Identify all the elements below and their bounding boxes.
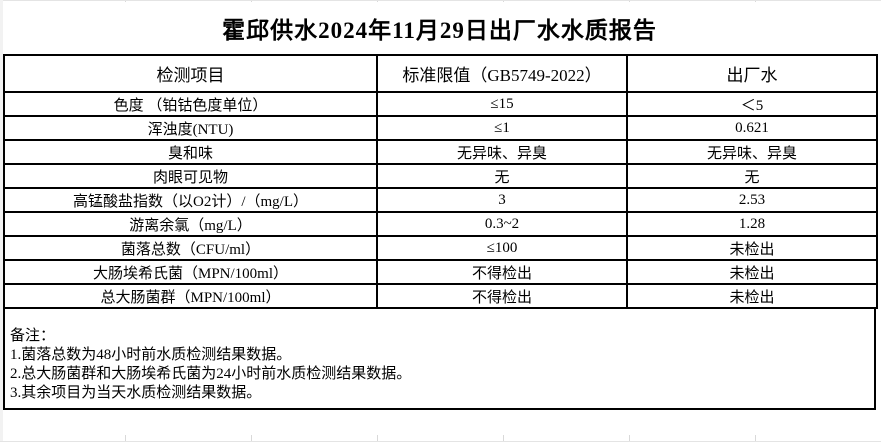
item-cell: 肉眼可见物 <box>3 163 378 189</box>
item-cell: 总大肠菌群（MPN/100ml） <box>3 283 378 309</box>
limit-cell: 无 <box>376 163 628 189</box>
table-row: 大肠埃希氏菌（MPN/100ml） 不得检出 未检出 <box>3 259 878 285</box>
gridline-strip-bottom <box>0 435 881 442</box>
column-header-outgoing-water: 出厂水 <box>626 54 878 93</box>
value-cell: ＜5 <box>626 91 878 117</box>
limit-cell: 不得检出 <box>376 259 628 285</box>
table-row: 总大肠菌群（MPN/100ml） 不得检出 未检出 <box>3 283 878 309</box>
table-body: 色度 （铂钴色度单位） ≤15 ＜5 浑浊度(NTU) ≤1 0.621 臭和味 无异味、异臭… <box>3 91 878 309</box>
item-cell: 浑浊度(NTU) <box>3 115 378 141</box>
value-cell: 1.28 <box>626 211 878 237</box>
table-row: 肉眼可见物无无 <box>3 163 878 189</box>
notes-section: 备注： 1.菌落总数为48小时前水质检测结果数据。 2.总大肠菌群和大肠埃希氏菌为… <box>3 309 876 410</box>
water-quality-report: 霍邱供水2024年11月29日出厂水水质报告 检测项目 标准限值（GB5749-… <box>3 2 878 410</box>
column-header-item: 检测项目 <box>3 54 378 93</box>
value-cell: 无 <box>626 163 878 189</box>
limit-cell: ≤100 <box>376 235 628 261</box>
water-quality-table: 检测项目 标准限值（GB5749-2022） 出厂水 色度 （铂钴色度单位） ≤1… <box>3 54 878 309</box>
limit-cell: 3 <box>376 187 628 213</box>
note-line: 2.总大肠菌群和大肠埃希氏菌为24小时前水质检测结果数据。 <box>10 366 412 382</box>
item-cell: 臭和味 <box>3 139 378 165</box>
value-cell: 未检出 <box>626 259 878 285</box>
limit-cell: ≤15 <box>376 91 628 117</box>
note-line: 1.菌落总数为48小时前水质检测结果数据。 <box>10 347 292 363</box>
table-row: 高锰酸盐指数（以O2计）/（mg/L） 3 2.53 <box>3 187 878 213</box>
limit-cell: 不得检出 <box>376 283 628 309</box>
table-row: 浑浊度(NTU) ≤1 0.621 <box>3 115 878 141</box>
report-title: 霍邱供水2024年11月29日出厂水水质报告 <box>3 2 876 54</box>
limit-cell: ≤1 <box>376 115 628 141</box>
table-row: 臭和味 无异味、异臭 无异味、异臭 <box>3 139 878 165</box>
item-cell: 高锰酸盐指数（以O2计）/（mg/L） <box>3 187 378 213</box>
note-line: 3.其余项目为当天水质检测结果数据。 <box>10 385 262 401</box>
gridline-gutter-left <box>0 0 3 442</box>
gridline-strip-top <box>0 0 881 3</box>
value-cell: 无异味、异臭 <box>626 139 878 165</box>
item-cell: 色度 （铂钴色度单位） <box>3 91 378 117</box>
value-cell: 未检出 <box>626 283 878 309</box>
limit-cell: 0.3~2 <box>376 211 628 237</box>
notes-label: 备注： <box>10 328 56 344</box>
limit-cell: 无异味、异臭 <box>376 139 628 165</box>
item-cell: 大肠埃希氏菌（MPN/100ml） <box>3 259 378 285</box>
value-cell: 2.53 <box>626 187 878 213</box>
item-cell: 菌落总数（CFU/ml） <box>3 235 378 261</box>
table-row: 色度 （铂钴色度单位） ≤15 ＜5 <box>3 91 878 117</box>
column-header-standard-limit: 标准限值（GB5749-2022） <box>376 54 628 93</box>
table-row: 菌落总数（CFU/ml） ≤100 未检出 <box>3 235 878 261</box>
value-cell: 0.621 <box>626 115 878 141</box>
table-header-row: 检测项目 标准限值（GB5749-2022） 出厂水 <box>3 54 878 93</box>
item-cell: 游离余氯（mg/L） <box>3 211 378 237</box>
value-cell: 未检出 <box>626 235 878 261</box>
table-row: 游离余氯（mg/L） 0.3~2 1.28 <box>3 211 878 237</box>
